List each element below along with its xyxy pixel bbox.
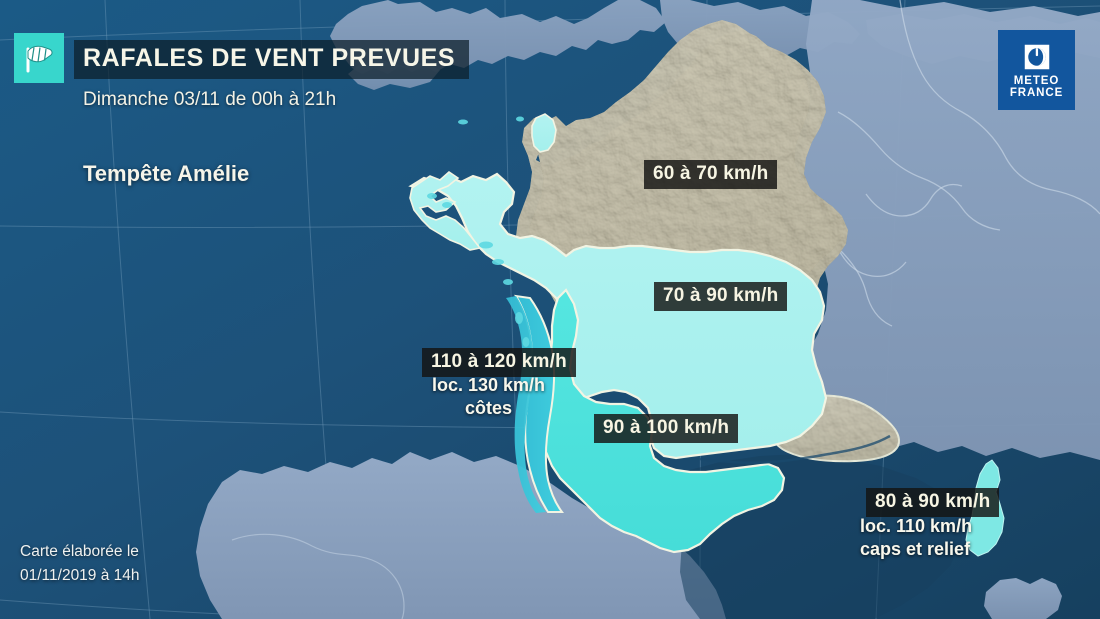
atlantic-islands — [427, 116, 530, 347]
storm-name-label: Tempête Amélie — [83, 161, 250, 186]
landmass-iberia — [196, 452, 726, 619]
zone-label-70-90: 70 à 90 km/h — [654, 282, 788, 311]
zone-brittany-area — [409, 170, 482, 251]
map-title-bar: RAFALES DE VENT PREVUES — [74, 40, 470, 79]
windsock-icon — [14, 33, 64, 83]
zone-label-60-70: 60 à 70 km/h — [644, 160, 778, 189]
mediterranean-coastline — [699, 434, 891, 465]
map-production-note-line1: Carte élaborée le — [20, 543, 139, 560]
zone-sublabel-80-90-line1: loc. 110 km/h — [860, 516, 973, 536]
logo-text-line1: METEO — [1013, 74, 1060, 87]
logo-text-line2: FRANCE — [1009, 87, 1064, 99]
zone-sublabel-80-90: loc. 110 km/h caps et relief — [860, 515, 972, 561]
landmass-sardinia — [984, 578, 1062, 619]
meteo-france-mark-icon — [1024, 44, 1049, 69]
iberia-internal-border — [231, 533, 405, 619]
zone-sublabel-110-120-line2: côtes — [465, 398, 513, 418]
zone-label-80-90: 80 à 90 km/h — [866, 488, 1000, 517]
meteo-france-logo: METEO FRANCE — [998, 30, 1075, 110]
zone-sublabel-110-120-line1: loc. 130 km/h — [432, 375, 546, 395]
zone-label-90-100: 90 à 100 km/h — [594, 414, 739, 443]
forecast-period-subtitle: Dimanche 03/11 de 00h à 21h — [83, 89, 337, 110]
zone-sublabel-80-90-line2: caps et relief — [860, 539, 971, 559]
zone-cotentin-area — [531, 113, 557, 153]
zone-sublabel-110-120: loc. 130 km/h côtes — [432, 374, 545, 420]
landmass-central-europe — [798, 0, 1100, 460]
page-title: RAFALES DE VENT PREVUES — [83, 44, 456, 72]
zone-label-110-120: 110 à 120 km/h — [422, 348, 576, 377]
map-production-note: Carte élaborée le 01/11/2019 à 14h — [20, 540, 140, 588]
map-production-note-line2: 01/11/2019 à 14h — [20, 567, 140, 584]
